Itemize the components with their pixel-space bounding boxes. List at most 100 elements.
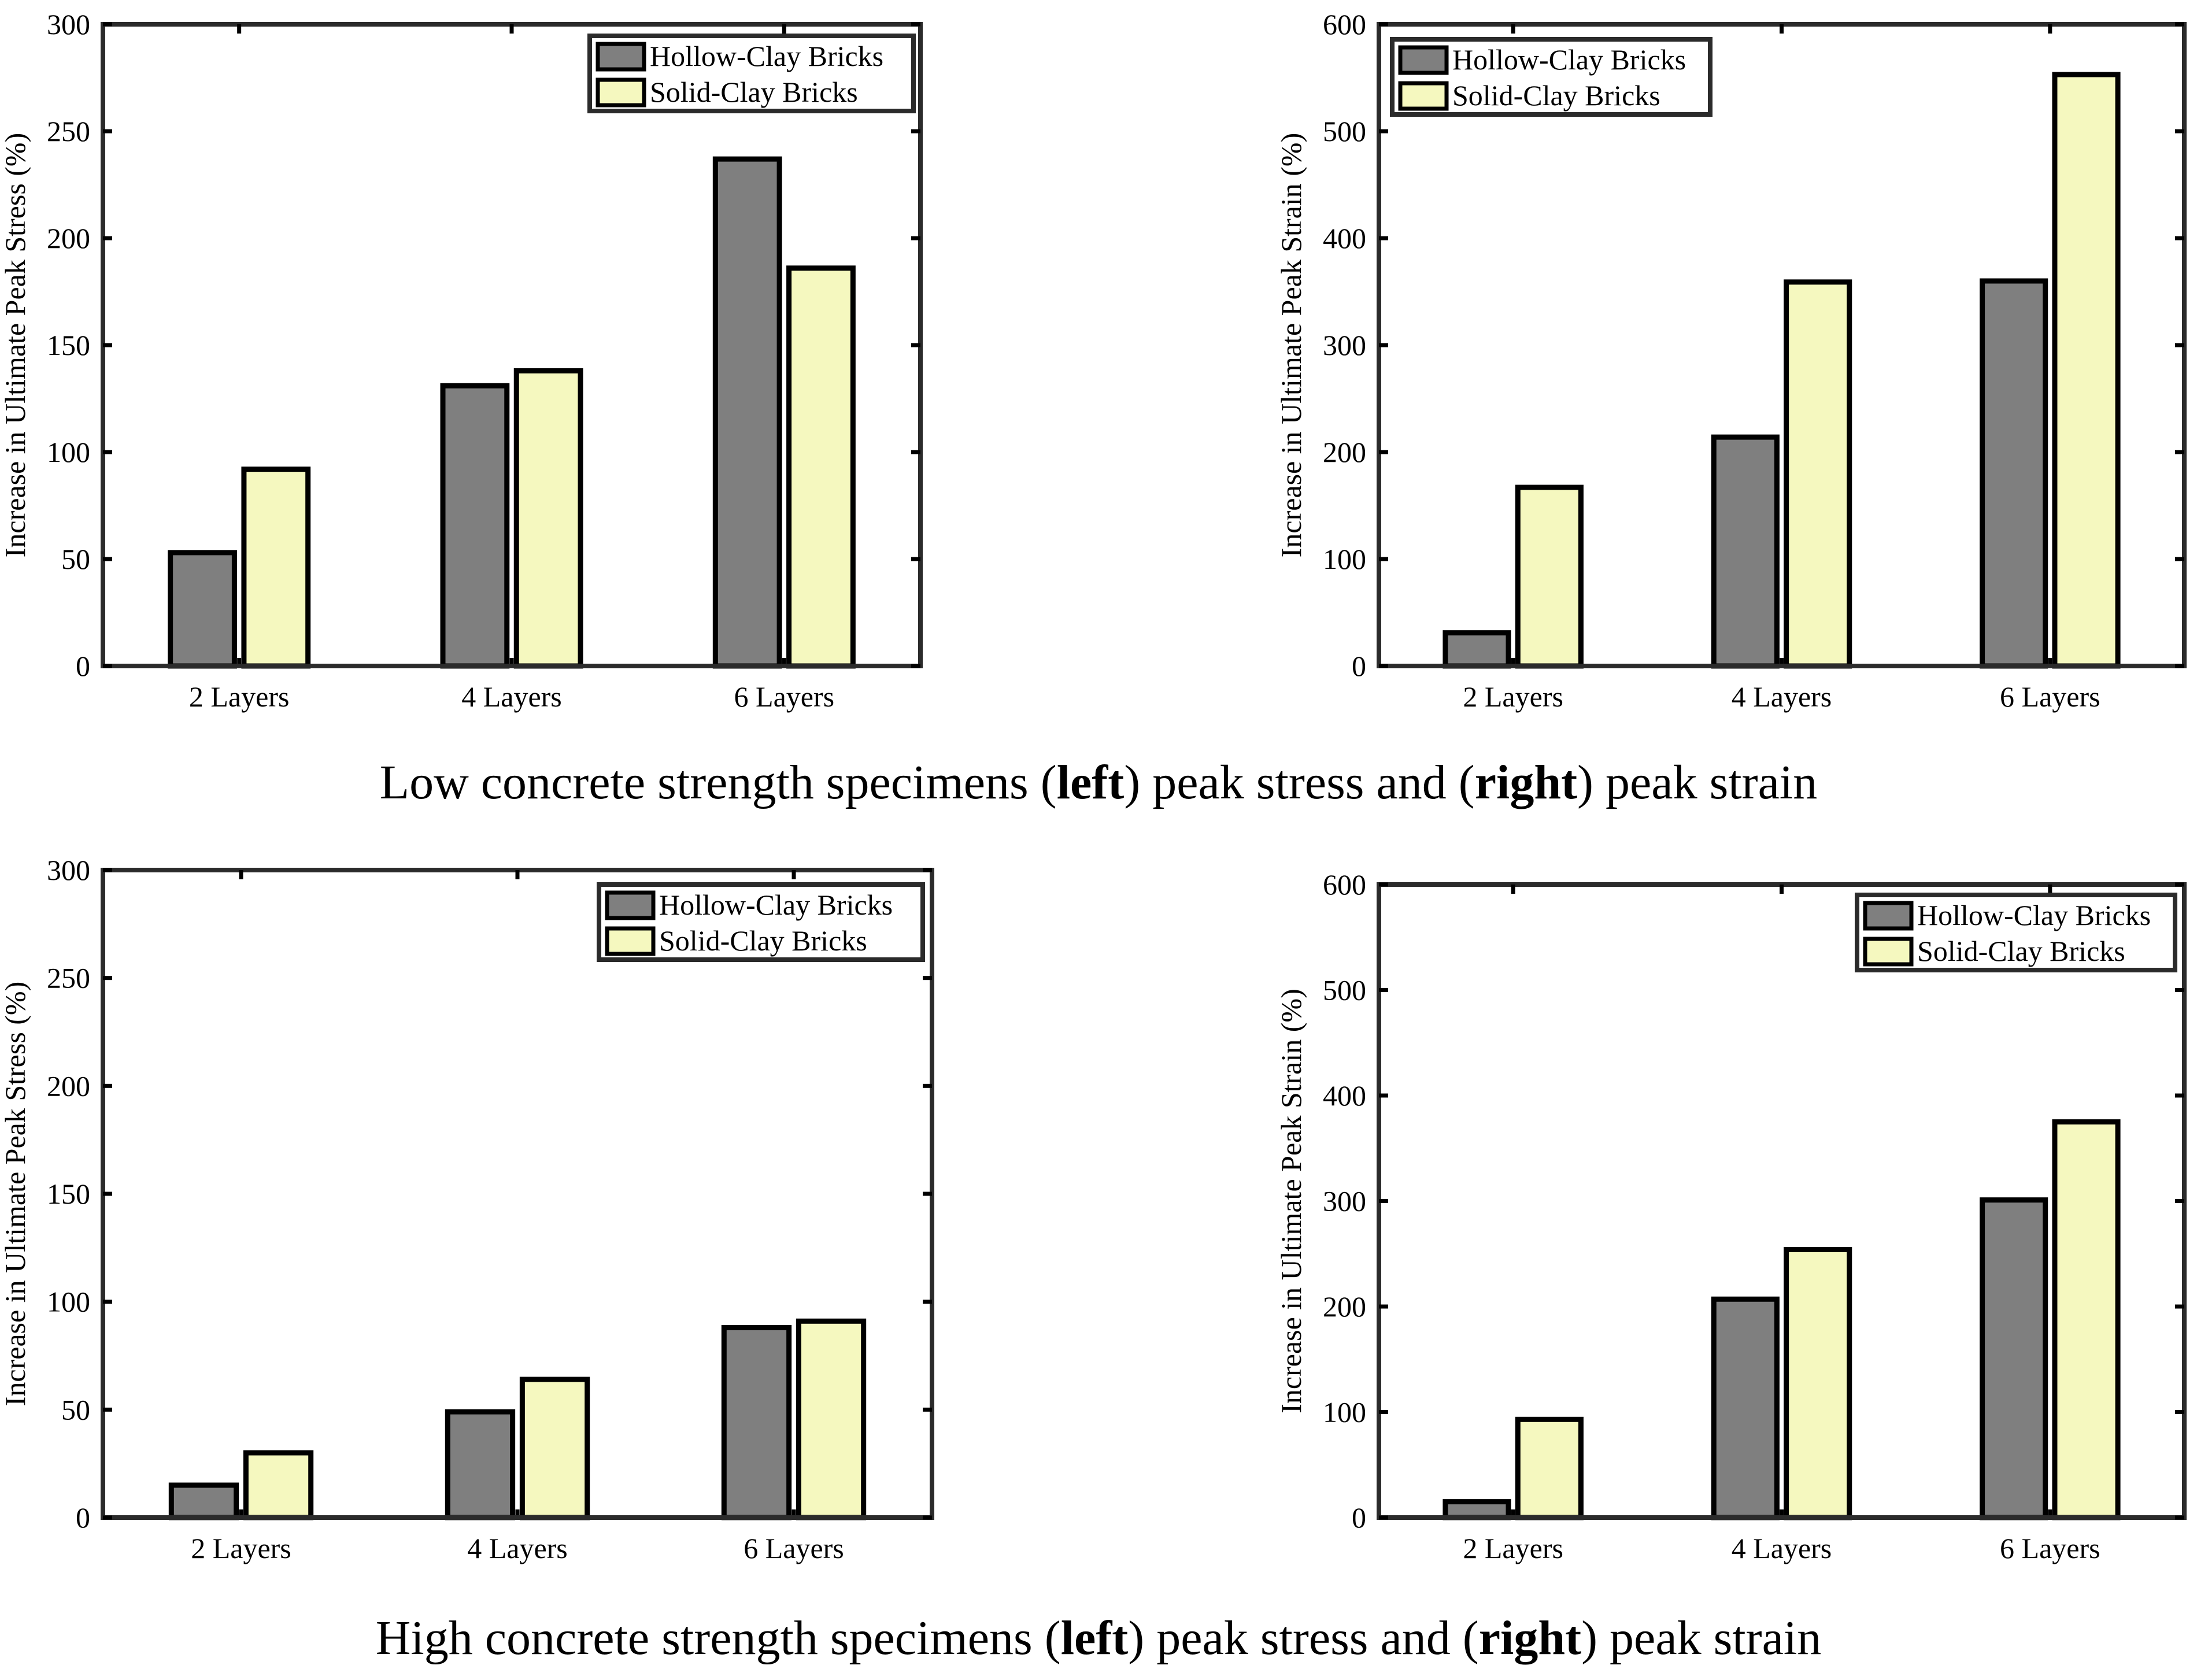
caption-emphasis: right (1474, 756, 1578, 809)
y-axis-label: Increase in Ultimate Peak Strain (%) (1275, 989, 1307, 1413)
bar-solid-clay (2052, 1119, 2121, 1520)
y-tick-label: 400 (1323, 1079, 1366, 1112)
legend-label: Solid-Clay Bricks (650, 76, 858, 108)
x-tick-label: 2 Layers (189, 680, 290, 713)
caption-bottom: High concrete strength specimens (left) … (0, 1610, 2197, 1666)
x-tick-label: 6 Layers (734, 680, 835, 713)
bar-hollow-clay (1711, 1296, 1780, 1520)
bar-hollow-clay (1443, 630, 1511, 669)
y-tick-label: 0 (76, 1501, 90, 1534)
chart-low-stress: 2 Layers 4 Layers 6 Layers 0 50 100 150 200 250 3… (0, 8, 923, 713)
legend-swatch-solid (1863, 937, 1914, 967)
x-tick-label: 2 Layers (1463, 680, 1563, 713)
x-tick-label: 4 Layers (1732, 1532, 1832, 1564)
y-tick-label: 250 (47, 115, 90, 147)
y-tick-label: 200 (47, 1070, 90, 1102)
x-tick-label: 4 Layers (467, 1532, 568, 1564)
y-axis-label: Increase in Ultimate Peak Stress (%) (0, 982, 31, 1406)
x-tick-label: 4 Layers (1732, 680, 1832, 713)
y-tick-label: 400 (1323, 222, 1366, 254)
legend-swatch-hollow (1863, 901, 1914, 931)
caption-emphasis: left (1056, 756, 1125, 809)
y-tick-label: 500 (1323, 974, 1366, 1006)
legend-label: Hollow-Clay Bricks (650, 40, 883, 72)
y-tick-label: 150 (47, 1178, 90, 1210)
legend-label: Solid-Clay Bricks (1452, 79, 1660, 112)
bar-solid-clay (519, 1376, 590, 1520)
chart-high-strain: 2 Layers 4 Layers 6 Layers 0 100 200 300 400 500… (1275, 868, 2187, 1564)
caption-text: High concrete strength specimens ( (375, 1611, 1061, 1665)
y-tick-label: 50 (61, 1393, 90, 1426)
legend: Hollow-Clay Bricks Solid-Clay Bricks (1855, 893, 2177, 972)
y-tick-label: 200 (47, 222, 90, 254)
caption-emphasis: left (1060, 1611, 1129, 1665)
bar-solid-clay (243, 1450, 314, 1520)
bar-hollow-clay (712, 156, 782, 669)
legend-label: Hollow-Clay Bricks (1452, 43, 1686, 76)
caption-text: ) peak stress and ( (1128, 1611, 1479, 1665)
y-tick-label: 300 (1323, 1185, 1366, 1218)
y-tick-label: 600 (1323, 8, 1366, 40)
x-tick-label: 2 Layers (191, 1532, 291, 1564)
legend-swatch-solid (596, 77, 646, 108)
legend: Hollow-Clay Bricks Solid-Clay Bricks (587, 34, 916, 113)
x-tick-label: 4 Layers (461, 680, 562, 713)
bar-solid-clay (796, 1318, 867, 1520)
bar-hollow-clay (445, 1409, 516, 1520)
bar-solid-clay (1784, 279, 1852, 669)
bar-solid-clay (1515, 1416, 1584, 1520)
legend-label: Hollow-Clay Bricks (1917, 899, 2151, 931)
y-tick-label: 200 (1323, 436, 1366, 468)
bar-solid-clay (513, 368, 583, 669)
bar-solid-clay (241, 467, 311, 669)
y-axis-label: Increase in Ultimate Peak Strain (%) (1275, 133, 1307, 557)
legend-swatch-hollow (596, 42, 646, 72)
y-tick-label: 0 (1352, 1501, 1366, 1534)
y-tick-label: 100 (1323, 543, 1366, 575)
legend-label: Hollow-Clay Bricks (659, 889, 893, 921)
caption-top: Low concrete strength specimens (left) p… (0, 754, 2197, 811)
y-tick-label: 500 (1323, 115, 1366, 147)
bar-hollow-clay (1443, 1499, 1511, 1520)
y-tick-label: 100 (47, 436, 90, 468)
y-tick-label: 600 (1323, 868, 1366, 901)
bar-solid-clay (1784, 1246, 1852, 1520)
chart-low-strain: 2 Layers 4 Layers 6 Layers 0 100 200 300 400 500… (1275, 8, 2187, 713)
legend-swatch-hollow (1398, 45, 1449, 75)
caption-text: Low concrete strength specimens ( (379, 756, 1057, 809)
legend-label: Solid-Clay Bricks (1917, 935, 2125, 967)
y-tick-label: 300 (1323, 329, 1366, 361)
bar-hollow-clay (1711, 434, 1780, 669)
bar-hollow-clay (721, 1324, 792, 1520)
bar-hollow-clay (168, 1482, 239, 1520)
caption-text: ) peak strain (1577, 756, 1818, 809)
x-tick-label: 6 Layers (744, 1532, 844, 1564)
y-tick-label: 300 (47, 854, 90, 886)
bar-hollow-clay (1980, 278, 2048, 669)
y-tick-label: 100 (47, 1286, 90, 1318)
legend-swatch-solid (605, 926, 656, 956)
chart-high-stress: 2 Layers 4 Layers 6 Layers 0 50 100 150 200 250 3… (0, 854, 934, 1564)
bar-solid-clay (2052, 72, 2121, 669)
caption-emphasis: right (1478, 1611, 1582, 1665)
bar-solid-clay (786, 265, 856, 669)
y-tick-label: 50 (61, 543, 90, 575)
y-tick-label: 200 (1323, 1290, 1366, 1323)
y-tick-label: 0 (1352, 650, 1366, 682)
bar-hollow-clay (168, 550, 237, 669)
bar-hollow-clay (440, 383, 510, 669)
caption-text: ) peak strain (1581, 1611, 1822, 1665)
legend-swatch-solid (1398, 81, 1449, 111)
legend-swatch-hollow (605, 890, 656, 920)
x-tick-label: 6 Layers (2000, 1532, 2100, 1564)
y-tick-label: 250 (47, 962, 90, 994)
y-tick-label: 0 (76, 650, 90, 682)
caption-text: ) peak stress and ( (1124, 756, 1475, 809)
bar-hollow-clay (1980, 1197, 2048, 1520)
y-tick-label: 150 (47, 329, 90, 361)
y-tick-label: 300 (47, 8, 90, 40)
x-tick-label: 6 Layers (2000, 680, 2100, 713)
